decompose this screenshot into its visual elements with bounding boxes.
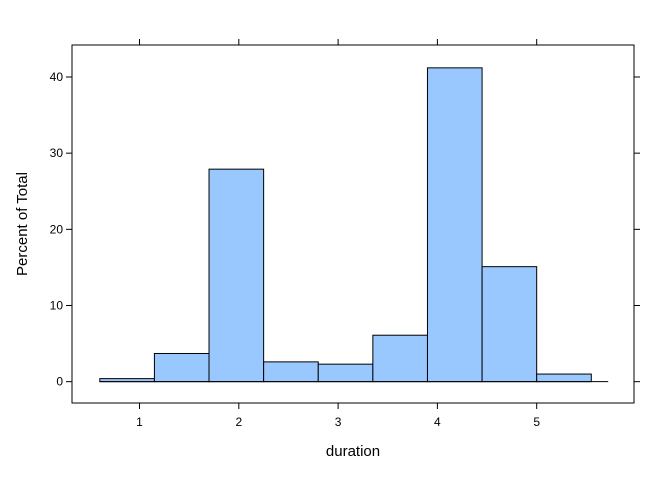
histogram-bar-7 [426, 67, 483, 383]
x-tick-label: 1 [136, 415, 143, 429]
bars-group [99, 67, 592, 383]
ticks-group [66, 39, 640, 409]
y-tick-label: 0 [56, 375, 63, 389]
tick-labels-group: 1 2 3 4 5 0 10 20 30 40 [50, 70, 541, 429]
histogram-bar-3 [208, 168, 265, 383]
x-tick-label: 2 [235, 415, 242, 429]
histogram-bar-9 [536, 373, 592, 383]
histogram-bar-4 [263, 361, 319, 383]
x-tick-label: 4 [434, 415, 441, 429]
y-tick-label: 40 [50, 70, 64, 84]
y-axis-label: Percent of Total [14, 172, 31, 276]
y-tick-label: 20 [50, 222, 64, 236]
x-axis-label: duration [326, 443, 380, 460]
y-tick-label: 30 [50, 146, 64, 160]
x-tick-label: 3 [335, 415, 342, 429]
histogram-bar-6 [372, 334, 428, 383]
plot-frame [71, 44, 635, 404]
histogram-bar-5 [317, 363, 374, 383]
histogram-bar-8 [481, 266, 538, 383]
x-tick-label: 5 [533, 415, 540, 429]
y-tick-label: 10 [50, 299, 64, 313]
histogram-bar-2 [153, 352, 210, 383]
